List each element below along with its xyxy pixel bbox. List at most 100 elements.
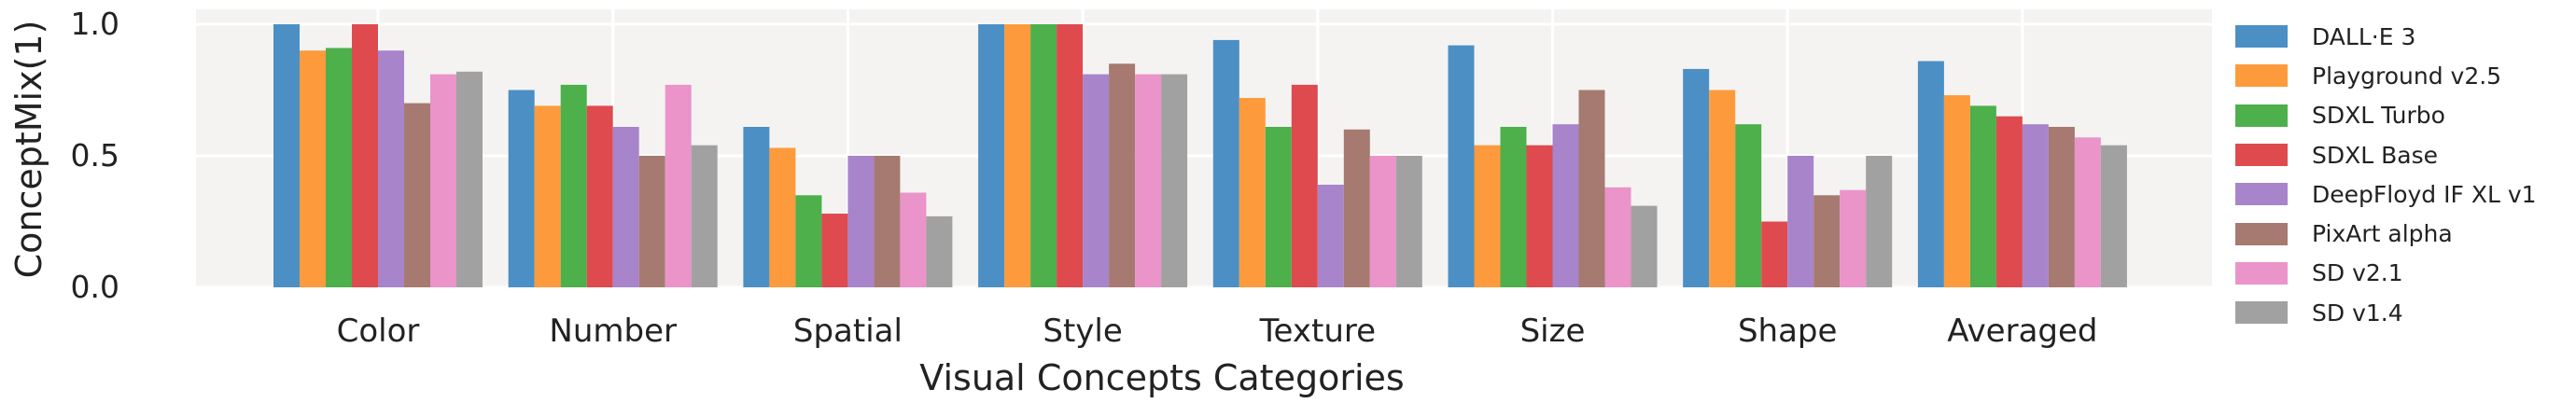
x-tick-label: Size [1520,313,1586,350]
bar [1735,124,1762,287]
legend-swatch [2235,64,2288,88]
bar [1683,68,1710,288]
bar [430,74,456,287]
x-tick-label: Averaged [1947,313,2097,350]
bar [1161,74,1188,287]
bar [1291,84,1318,288]
bar [508,90,535,287]
bar [769,147,796,287]
legend-label: DALL·E 3 [2312,22,2416,50]
bar [586,105,613,288]
bar [1866,156,1893,287]
bar [534,105,561,288]
legend-label: DeepFloyd IF XL v1 [2312,180,2537,208]
bar [378,50,404,288]
x-tick-label: Texture [1259,313,1376,350]
bar [900,192,927,287]
bar [1135,74,1162,287]
bar [612,127,639,287]
x-axis-label: Visual Concepts Categories [919,357,1404,398]
bar [1604,187,1631,287]
bar [2074,137,2101,287]
bar [1239,98,1266,287]
legend-item: Playground v2.5 [2235,56,2562,95]
bar [1969,105,1996,288]
bar [1057,24,1084,287]
plot-background [196,9,2212,287]
x-tick-label: Number [549,313,677,350]
bar [1840,189,1867,287]
legend-swatch [2235,104,2288,127]
legend-swatch [2235,222,2288,245]
bar [1500,127,1527,287]
legend-swatch [2235,144,2288,167]
bar [1709,90,1736,287]
bar [352,24,378,287]
bar [874,156,901,287]
legend-item: SD v1.4 [2235,293,2562,332]
legend-item: DALL·E 3 [2235,17,2562,56]
bar [1552,124,1579,287]
x-axis-ticks: Color Number Spatial Style Texture Size Shape A… [337,313,2098,350]
bar [1083,74,1110,287]
y-tick-label: 1.0 [71,6,119,42]
legend-swatch [2235,25,2288,49]
legend-label: SD v1.4 [2312,299,2403,327]
bar [2022,124,2049,287]
y-tick-label: 0.0 [71,269,119,305]
bar [1317,185,1344,287]
bar [1813,195,1841,287]
bar [821,214,848,287]
bar [1343,129,1370,287]
bar [1631,205,1658,287]
bar [2048,127,2075,287]
bar [665,84,692,288]
bar [1787,156,1814,287]
bar [1395,156,1422,287]
y-axis-ticks: 0.0 0.5 1.0 [71,6,119,305]
x-tick-label: Style [1043,313,1122,350]
x-tick-label: Spatial [793,313,903,350]
bar [1474,145,1501,287]
y-axis-label: ConceptMix(1) [8,21,49,279]
bar [1212,39,1239,288]
legend-swatch [2235,261,2288,285]
bar [326,48,352,288]
bar [1943,95,1970,287]
bar [1995,116,2023,287]
bar [2100,145,2127,287]
x-tick-label: Color [337,313,420,350]
bar [847,156,875,287]
legend-label: Playground v2.5 [2312,62,2502,90]
bar [560,84,587,288]
bars [273,24,2127,288]
bar [743,127,770,287]
bar [795,195,822,287]
bar [1369,156,1396,287]
bar [1004,24,1031,287]
legend-label: SD v2.1 [2312,259,2403,287]
bar [1448,45,1475,287]
bar [1917,61,1944,287]
legend-item: SD v2.1 [2235,254,2562,293]
bar [456,71,483,287]
legend-item: PixArt alpha [2235,214,2562,253]
bar [1526,145,1553,287]
y-tick-label: 0.5 [71,137,119,174]
legend-item: DeepFloyd IF XL v1 [2235,174,2562,214]
legend-swatch [2235,301,2288,325]
bar [926,215,953,287]
bar [273,24,300,287]
legend-label: PixArt alpha [2312,220,2453,248]
bar [638,156,665,287]
bar [691,145,718,287]
bar [1761,221,1788,287]
bar [1030,24,1057,287]
legend: DALL·E 3 Playground v2.5 SDXL Turbo SDXL Ba… [2235,17,2562,332]
bar [978,24,1005,287]
bar [1109,63,1136,287]
bar [1578,90,1605,287]
legend-swatch [2235,183,2288,206]
